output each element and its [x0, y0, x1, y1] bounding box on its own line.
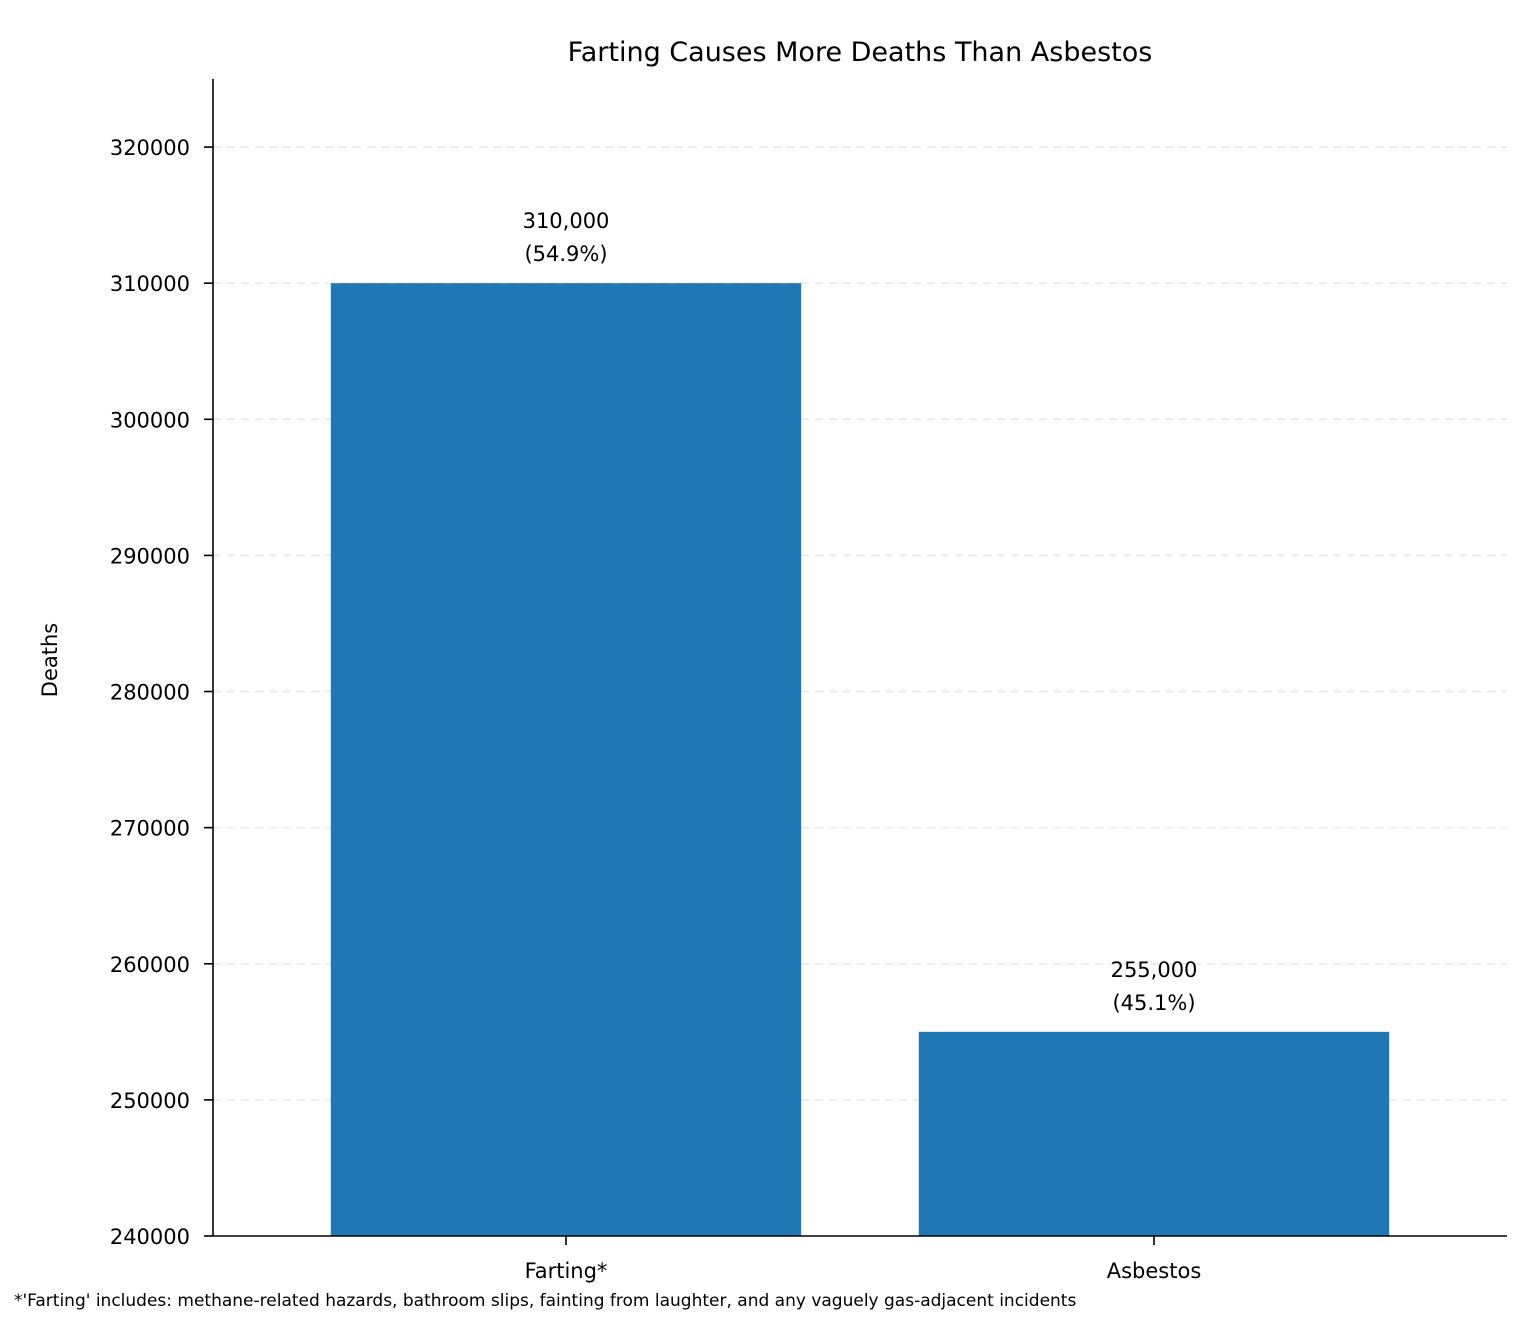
bar-percent-label: (45.1%) [1112, 991, 1195, 1015]
y-tick-label: 320000 [110, 136, 190, 160]
x-axis-ticks: Farting* Asbestos [525, 1236, 1202, 1283]
x-tick-label: Asbestos [1107, 1259, 1202, 1283]
x-tick-label: Farting* [525, 1259, 608, 1283]
bar-percent-label: (54.9%) [524, 242, 607, 266]
y-tick-label: 260000 [110, 953, 190, 977]
chart-title: Farting Causes More Deaths Than Asbestos [568, 37, 1153, 68]
y-axis-ticks: 240000 250000 260000 270000 280000 290000 3000… [110, 136, 213, 1249]
bar [918, 1031, 1390, 1236]
y-axis-label: Deaths [38, 623, 62, 697]
footnote: *'Farting' includes: methane-related haz… [14, 1291, 1076, 1311]
bar-value-label: 310,000 [523, 209, 610, 233]
y-tick-label: 240000 [110, 1225, 190, 1249]
y-tick-label: 310000 [110, 272, 190, 296]
bar-value-label: 255,000 [1111, 958, 1198, 982]
y-tick-label: 250000 [110, 1089, 190, 1113]
bar [330, 283, 802, 1236]
y-tick-label: 300000 [110, 408, 190, 432]
y-tick-label: 280000 [110, 681, 190, 705]
y-tick-label: 270000 [110, 817, 190, 841]
y-tick-label: 290000 [110, 544, 190, 568]
bar-labels: 310,000 (54.9%) 255,000 (45.1%) [523, 209, 1198, 1015]
bars [330, 283, 1390, 1236]
